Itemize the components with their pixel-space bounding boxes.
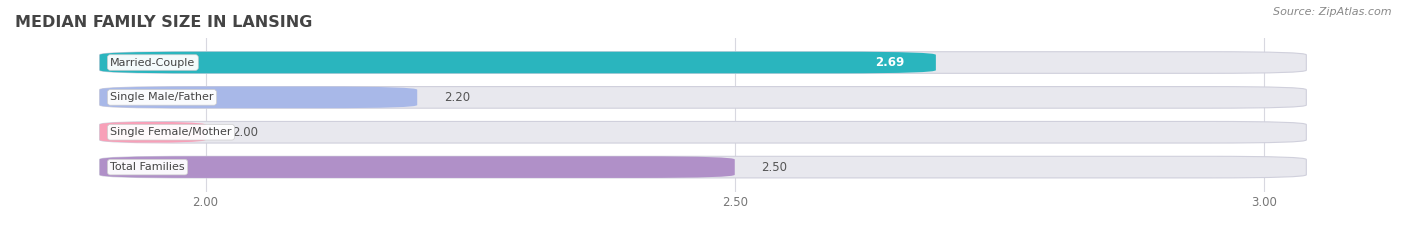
FancyBboxPatch shape — [100, 156, 735, 178]
Text: 2.69: 2.69 — [875, 56, 904, 69]
Text: Source: ZipAtlas.com: Source: ZipAtlas.com — [1274, 7, 1392, 17]
Text: Married-Couple: Married-Couple — [110, 58, 195, 68]
Text: Single Male/Father: Single Male/Father — [110, 92, 214, 102]
Text: 2.50: 2.50 — [761, 161, 787, 174]
FancyBboxPatch shape — [100, 52, 936, 73]
Text: 2.20: 2.20 — [444, 91, 470, 104]
FancyBboxPatch shape — [100, 121, 205, 143]
FancyBboxPatch shape — [100, 52, 1306, 73]
FancyBboxPatch shape — [100, 87, 418, 108]
FancyBboxPatch shape — [100, 121, 1306, 143]
Text: Single Female/Mother: Single Female/Mother — [110, 127, 232, 137]
Text: Total Families: Total Families — [110, 162, 184, 172]
FancyBboxPatch shape — [100, 87, 1306, 108]
FancyBboxPatch shape — [100, 156, 1306, 178]
Text: MEDIAN FAMILY SIZE IN LANSING: MEDIAN FAMILY SIZE IN LANSING — [15, 15, 312, 30]
Text: 2.00: 2.00 — [232, 126, 257, 139]
